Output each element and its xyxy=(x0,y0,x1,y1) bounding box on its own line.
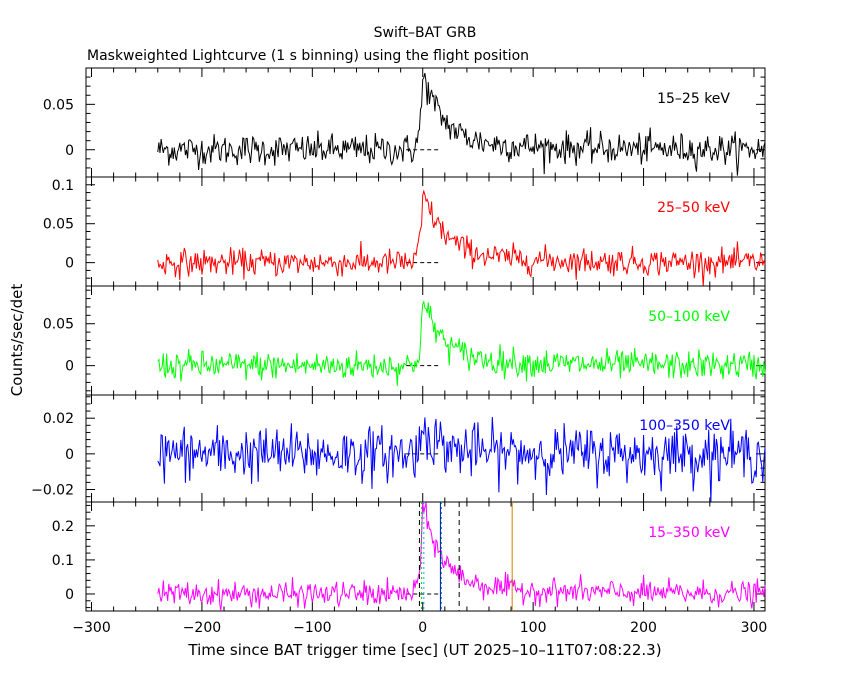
y-tick-label: 0 xyxy=(65,447,74,463)
chart-title: Swift–BAT GRB xyxy=(374,25,477,41)
chart-subtitle: Maskweighted Lightcurve (1 s binning) us… xyxy=(87,48,529,64)
y-tick-label: 0.05 xyxy=(43,97,74,113)
y-tick-label: 0.02 xyxy=(43,411,74,427)
y-tick-label: 0.05 xyxy=(43,317,74,333)
y-tick-label: −0.02 xyxy=(31,483,74,499)
lightcurve-25–50 keV xyxy=(157,189,766,287)
panel-100–350 keV: −0.02 0 0.02 100–350 keV xyxy=(31,394,766,503)
panel-15–350 keV: 0 0.1 0.2 15–350 keV −300 −200 −100 0 100 200 300 xyxy=(52,501,768,636)
lightcurve-50–100 keV xyxy=(157,300,766,387)
x-tick-label: 0 xyxy=(418,620,427,636)
panel-frame xyxy=(85,67,766,178)
y-tick-label: 0 xyxy=(65,587,74,603)
y-tick-label: 0 xyxy=(65,143,74,159)
panel-frame xyxy=(85,285,766,396)
panel-15–25 keV: 0 0.05 15–25 keV xyxy=(43,67,766,178)
x-tick-label: 100 xyxy=(520,620,547,636)
panel-50–100 keV: 0 0.05 50–100 keV xyxy=(43,285,766,396)
y-tick-label: 0.1 xyxy=(52,553,74,569)
panel-frame xyxy=(85,501,766,612)
y-tick-label: 0 xyxy=(65,359,74,375)
y-tick-label: 0 xyxy=(65,256,74,272)
band-label: 15–25 keV xyxy=(657,91,730,107)
lightcurve-100–350 keV xyxy=(157,416,766,503)
panel-25–50 keV: 0 0.05 0.1 25–50 keV xyxy=(43,176,766,287)
x-tick-label: −200 xyxy=(183,620,221,636)
y-tick-label: 0.2 xyxy=(52,519,74,535)
band-label: 15–350 keV xyxy=(648,525,730,541)
x-tick-label: 300 xyxy=(741,620,768,636)
lightcurve-15–25 keV xyxy=(157,72,766,176)
y-tick-label: 0.05 xyxy=(43,217,74,233)
y-axis-label: Counts/sec/det xyxy=(8,284,26,397)
band-label: 50–100 keV xyxy=(648,309,730,325)
x-tick-label: −300 xyxy=(72,620,110,636)
x-tick-label: 200 xyxy=(630,620,657,636)
lightcurve-15–350 keV xyxy=(157,501,766,612)
band-label: 25–50 keV xyxy=(657,200,730,216)
x-axis-label: Time since BAT trigger time [sec] (UT 20… xyxy=(187,641,661,659)
band-label: 100–350 keV xyxy=(639,418,730,434)
x-tick-label: −100 xyxy=(293,620,331,636)
y-tick-label: 0.1 xyxy=(52,178,74,194)
panels-group: 0 0.05 15–25 keV 0 0.05 0.1 25–50 keV 0 0.05 50–1… xyxy=(31,67,768,636)
